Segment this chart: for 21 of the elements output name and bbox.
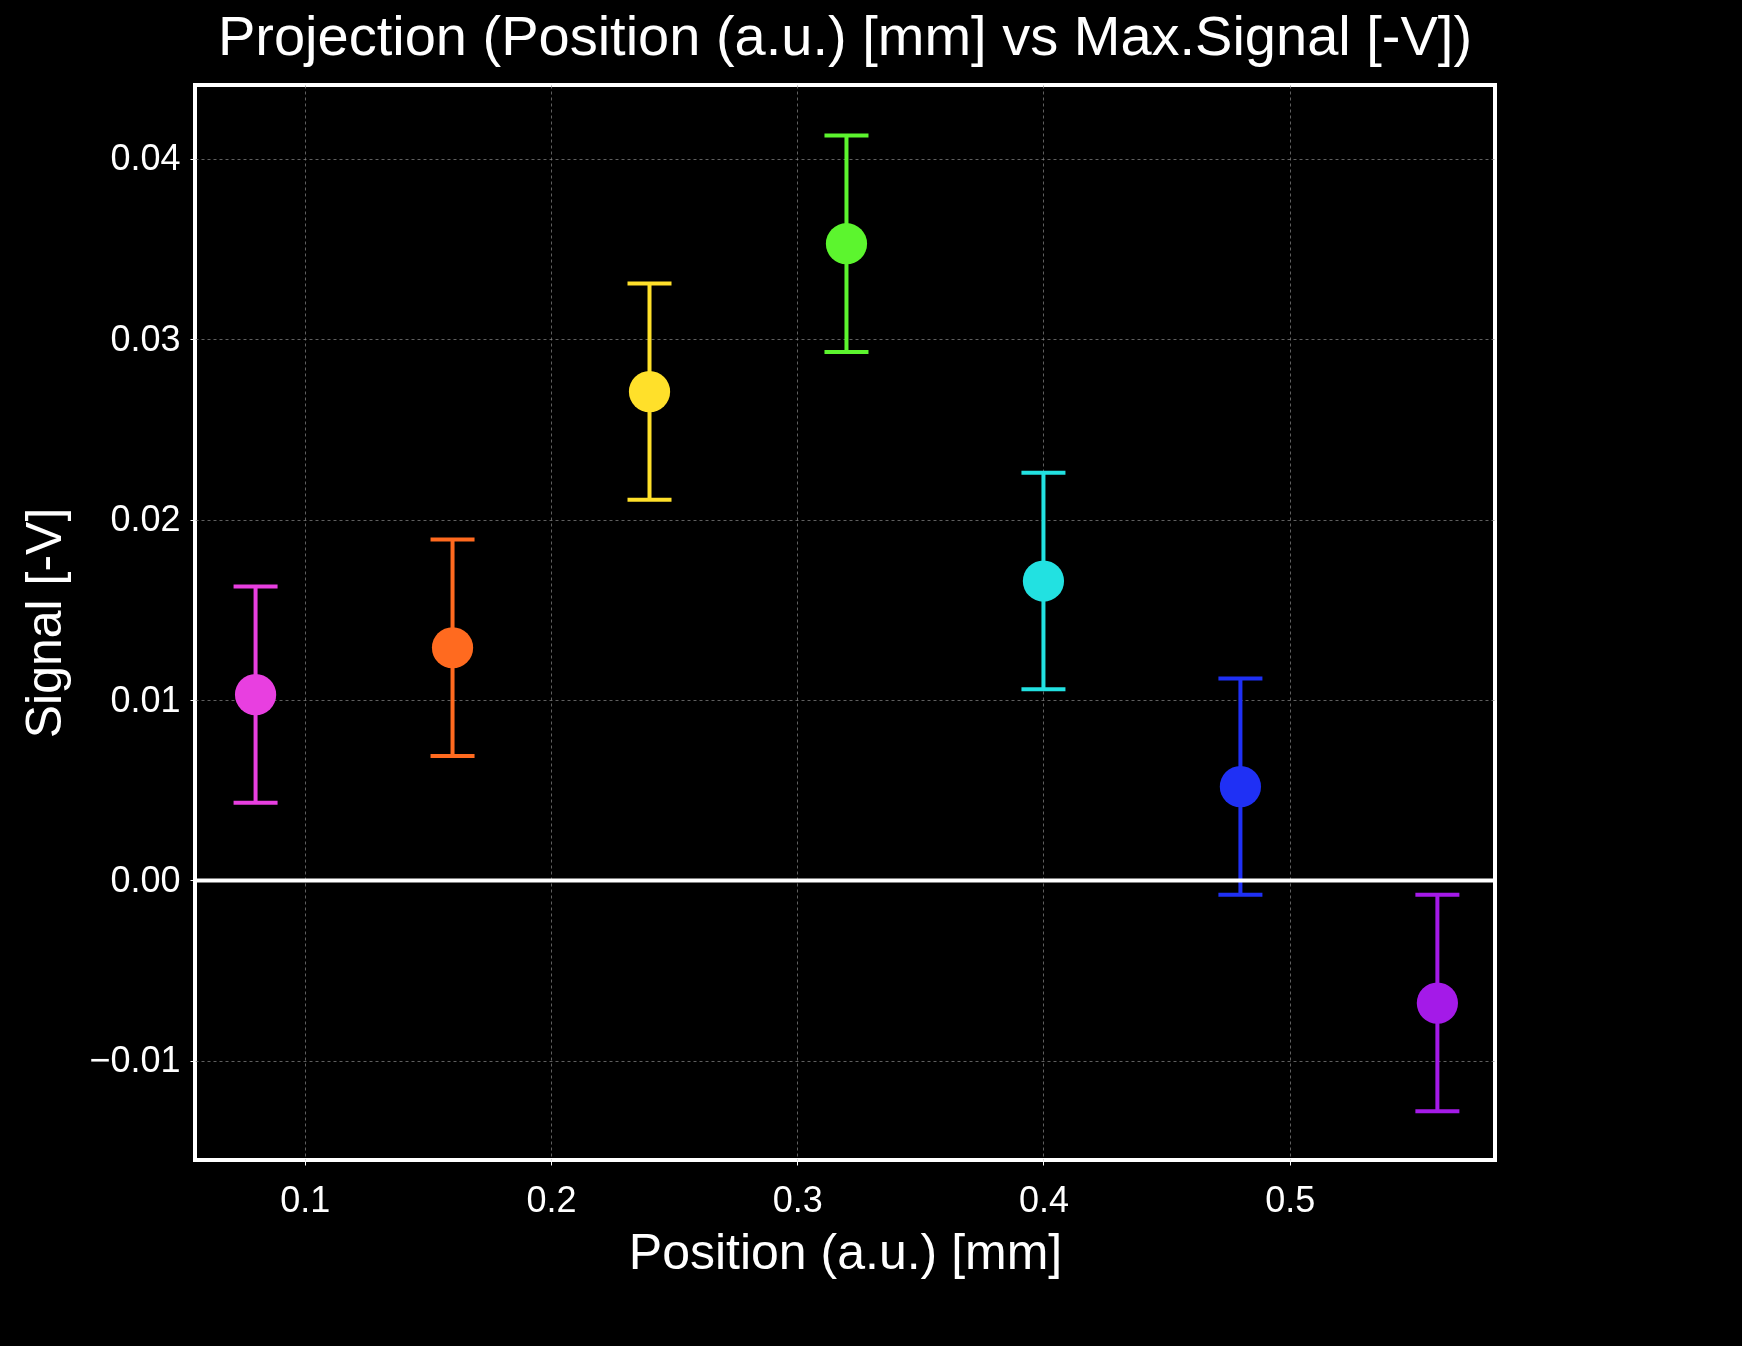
- x-tick-label: 0.1: [280, 1178, 331, 1220]
- y-tick-label: 0.04: [110, 137, 181, 179]
- point: [825, 223, 868, 265]
- y-tick-label: 0.02: [110, 498, 181, 540]
- point: [1022, 560, 1065, 602]
- x-tick-label: 0.3: [772, 1178, 823, 1220]
- point: [431, 627, 474, 669]
- y-axis-title: Signal [-V]: [16, 507, 73, 739]
- point: [1416, 982, 1458, 1024]
- x-tick-label: 0.2: [526, 1178, 577, 1220]
- x-tick-label: 0.4: [1018, 1178, 1069, 1220]
- x-axis-title: Position (a.u.) [mm]: [628, 1223, 1063, 1280]
- point: [1219, 766, 1262, 808]
- y-tick-label: −0.01: [89, 1039, 181, 1081]
- y-tick-label: 0.01: [110, 678, 181, 720]
- x-tick-label: 0.5: [1265, 1178, 1316, 1220]
- y-tick-label: 0.03: [110, 317, 181, 359]
- point: [234, 674, 277, 716]
- point: [628, 371, 671, 413]
- y-tick-label: 0.00: [110, 858, 181, 900]
- chart-title: Projection (Position (a.u.) [mm] vs Max.Signal [-V]): [217, 4, 1473, 67]
